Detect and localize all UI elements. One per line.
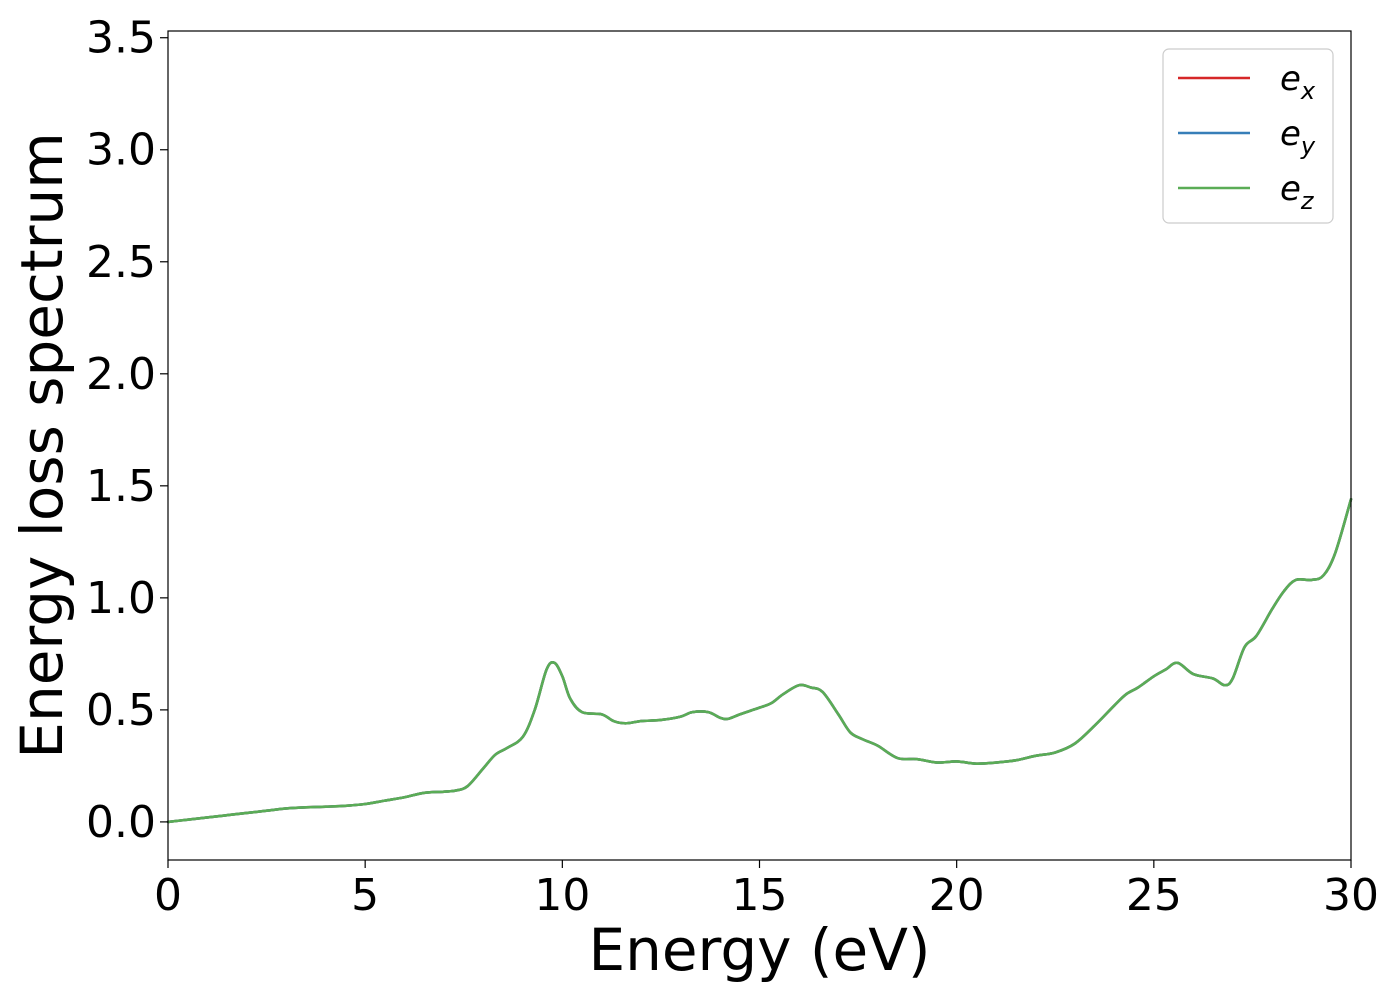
x-tick-label: 20 — [929, 870, 985, 921]
legend-box — [1162, 48, 1334, 224]
series-line-ez — [166, 497, 1353, 824]
legend-subscript: z — [1300, 187, 1315, 215]
x-axis-ticks: 0 5 10 15 20 25 30 — [154, 860, 1379, 921]
y-axis-ticks: 0.0 0.5 1.0 1.5 2.0 2.5 3.0 3.5 — [86, 13, 168, 848]
legend-subscript: y — [1300, 132, 1316, 160]
legend-label-ey: ey — [1280, 114, 1316, 160]
x-tick-label: 30 — [1323, 870, 1379, 921]
x-tick-label: 25 — [1126, 870, 1182, 921]
y-tick-label: 1.0 — [86, 573, 156, 624]
legend-subscript: x — [1300, 77, 1316, 105]
x-axis-title: Energy (eV) — [588, 916, 930, 984]
y-tick-label: 3.0 — [86, 125, 156, 176]
y-axis-title: Energy loss spectrum — [8, 132, 76, 758]
y-tick-label: 2.0 — [86, 349, 156, 400]
x-tick-label: 15 — [732, 870, 788, 921]
y-tick-label: 3.5 — [86, 13, 156, 64]
y-tick-label: 1.5 — [86, 461, 156, 512]
x-tick-label: 10 — [534, 870, 590, 921]
y-tick-label: 0.5 — [86, 685, 156, 736]
plot-background — [168, 31, 1351, 860]
x-tick-label: 0 — [154, 870, 182, 921]
y-tick-label: 2.5 — [86, 237, 156, 288]
x-tick-label: 5 — [351, 870, 379, 921]
y-tick-label: 0.0 — [86, 797, 156, 848]
series-layer — [166, 497, 1353, 824]
